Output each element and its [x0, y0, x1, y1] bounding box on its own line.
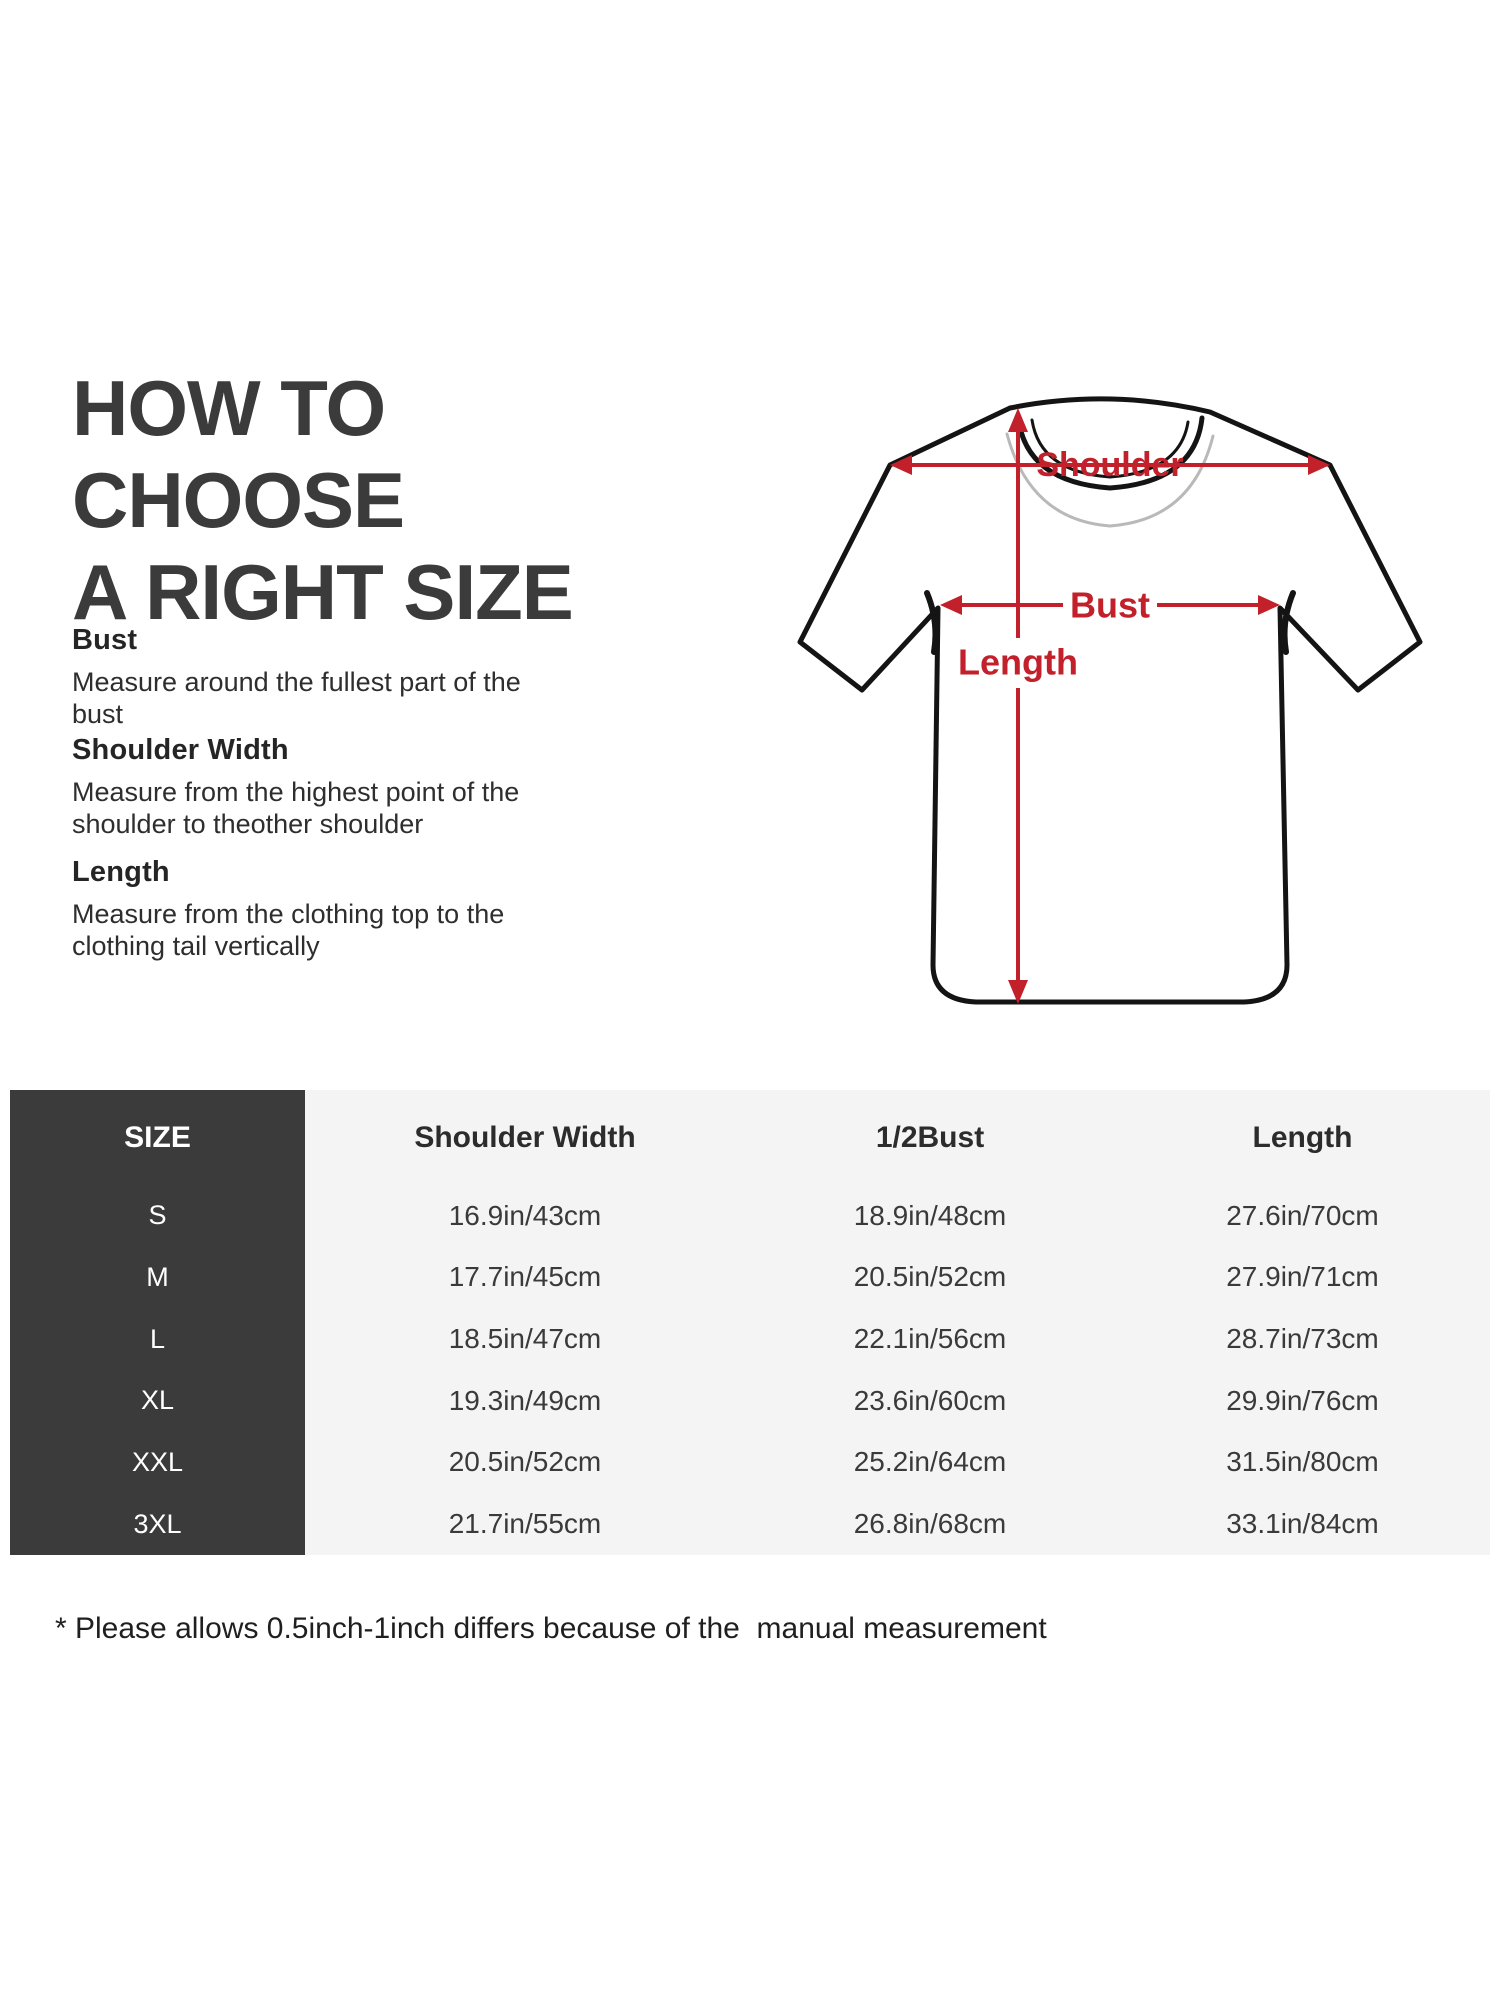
- section-length-description: Measure from the clothing top to the clo…: [72, 899, 505, 961]
- length-arrowhead-bottom: [1008, 980, 1028, 1004]
- row-xxl-label: XXL: [10, 1431, 305, 1494]
- section-shoulder-description: Measure from the highest point of the sh…: [72, 777, 520, 839]
- section-bust-heading: Bust: [72, 624, 138, 656]
- row-s-length: 27.6in/70cm: [1115, 1185, 1490, 1247]
- tshirt-measurement-diagram: Shoulder Bust Length: [797, 396, 1423, 1005]
- row-l-length: 28.7in/73cm: [1115, 1308, 1490, 1370]
- table-header-length: Length: [1115, 1090, 1490, 1185]
- table-header-shoulder: Shoulder Width: [305, 1090, 745, 1185]
- bust-arrowhead-left: [940, 595, 962, 615]
- page-title-line2: A RIGHT SIZE: [72, 548, 574, 636]
- row-xxl-shoulder: 20.5in/52cm: [305, 1431, 745, 1494]
- row-m-label: M: [10, 1246, 305, 1309]
- armpit-crease-right: [1281, 590, 1296, 655]
- row-xl-length: 29.9in/76cm: [1115, 1369, 1490, 1432]
- tshirt-outline: [797, 396, 1423, 1005]
- shoulder-arrowhead-left: [890, 455, 912, 475]
- length-arrowhead-top: [1008, 408, 1028, 432]
- section-bust-description: Measure around the fullest part of the b…: [72, 667, 521, 729]
- row-xl-label: XL: [10, 1369, 305, 1432]
- collar-rib-line: [1030, 418, 1190, 479]
- row-xl-halfbust: 23.6in/60cm: [745, 1369, 1115, 1432]
- row-3xl-length: 33.1in/84cm: [1115, 1493, 1490, 1555]
- row-m-length: 27.9in/71cm: [1115, 1246, 1490, 1309]
- row-m-halfbust: 20.5in/52cm: [745, 1246, 1115, 1309]
- row-xl-shoulder: 19.3in/49cm: [305, 1369, 745, 1432]
- row-xxl-halfbust: 25.2in/64cm: [745, 1431, 1115, 1494]
- section-shoulder-width: Shoulder Width Measure from the highest …: [72, 734, 572, 840]
- shoulder-label: Shoulder: [1036, 446, 1183, 484]
- row-xxl-length: 31.5in/80cm: [1115, 1431, 1490, 1494]
- collar-inner-line: [1015, 413, 1205, 491]
- measurement-disclaimer: * Please allows 0.5inch-1inch differs be…: [55, 1612, 1047, 1645]
- section-bust: Bust Measure around the fullest part of …: [72, 624, 572, 730]
- page-title-line1: HOW TO CHOOSE: [72, 364, 405, 544]
- bust-arrowhead-right: [1258, 595, 1280, 615]
- row-3xl-shoulder: 21.7in/55cm: [305, 1493, 745, 1555]
- bust-label: Bust: [1070, 585, 1150, 626]
- armpit-crease-left: [924, 590, 939, 655]
- section-length-heading: Length: [72, 856, 170, 888]
- table-header-size: SIZE: [10, 1090, 305, 1185]
- row-3xl-halfbust: 26.8in/68cm: [745, 1493, 1115, 1555]
- row-l-shoulder: 18.5in/47cm: [305, 1308, 745, 1370]
- row-s-label: S: [10, 1185, 305, 1247]
- section-length: Length Measure from the clothing top to …: [72, 856, 572, 962]
- table-header-halfbust: 1/2Bust: [745, 1090, 1115, 1185]
- row-l-label: L: [10, 1308, 305, 1370]
- shoulder-arrowhead-right: [1308, 455, 1330, 475]
- collar-shadow: [1005, 432, 1215, 528]
- section-shoulder-heading: Shoulder Width: [72, 734, 289, 766]
- size-table: SIZE Shoulder Width 1/2Bust Length S 16.…: [10, 1090, 1490, 1555]
- page-title: HOW TO CHOOSE A RIGHT SIZE: [72, 362, 732, 638]
- row-m-shoulder: 17.7in/45cm: [305, 1246, 745, 1309]
- row-l-halfbust: 22.1in/56cm: [745, 1308, 1115, 1370]
- row-s-halfbust: 18.9in/48cm: [745, 1185, 1115, 1247]
- row-s-shoulder: 16.9in/43cm: [305, 1185, 745, 1247]
- row-3xl-label: 3XL: [10, 1493, 305, 1555]
- length-label: Length: [958, 642, 1078, 683]
